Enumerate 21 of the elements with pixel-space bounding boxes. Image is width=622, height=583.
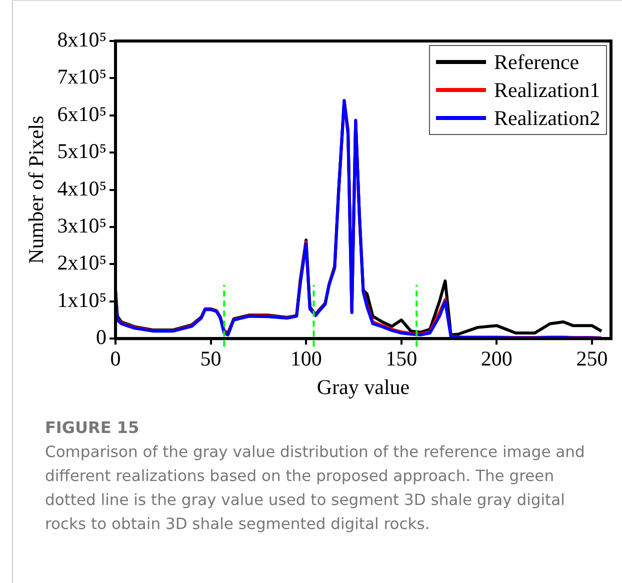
y-tick-label: 2x10⁵ [57, 250, 107, 275]
legend-label: Reference [494, 50, 580, 74]
x-tick-label: 150 [386, 346, 418, 371]
y-tick-label: 1x10⁵ [57, 288, 107, 312]
text: Comparison of the gray value distribution of the reference image and different realizations based on the proposed approach. The green dotted line is the gray value used to segment 3D shale gray digital rocks to obtain 3D shale segmented digital rocks. [45, 442, 586, 535]
y-tick-label: 3x10⁵ [57, 214, 107, 238]
legend-label: Realization2 [494, 106, 600, 130]
y-tick-label: 0 [96, 325, 107, 350]
legend-label: Realization1 [494, 78, 600, 102]
x-tick-label: 50 [200, 346, 222, 371]
x-tick-label: 200 [480, 346, 512, 371]
y-tick-label: 5x10⁵ [57, 139, 107, 164]
y-tick-label: 4x10⁵ [57, 176, 107, 200]
y-axis-title: Number of Pixels [24, 116, 48, 264]
y-tick-label: 8x10⁵ [57, 28, 107, 52]
caption: FIGURE 15 [45, 417, 140, 439]
x-tick-label: 250 [576, 346, 608, 371]
y-tick-label: 7x10⁵ [57, 64, 107, 89]
y-tick-label: 6x10⁵ [57, 102, 107, 126]
x-axis-title: Gray value [316, 374, 410, 399]
x-tick-label: 100 [290, 346, 322, 371]
